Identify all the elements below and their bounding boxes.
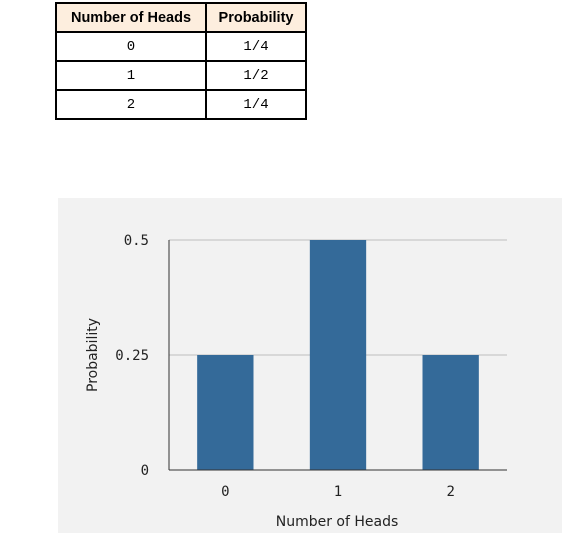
y-tick-labels: 0 0.25 0.5 (115, 233, 149, 479)
table-row: 0 1/4 (55, 31, 307, 62)
chart-panel: 0 0.25 0.5 0 1 2 Number of Heads Probability (58, 198, 562, 533)
table-row: 1 1/2 (55, 60, 307, 91)
x-tick-labels: 0 1 2 (221, 484, 455, 500)
y-tick-label: 0.25 (115, 348, 149, 364)
header-number-of-heads: Number of Heads (55, 2, 207, 33)
table-cell-probability: 1/4 (205, 31, 307, 62)
bar (422, 355, 479, 470)
bar (309, 240, 367, 470)
y-tick-label: 0 (141, 463, 149, 479)
bar-chart: 0 0.25 0.5 0 1 2 Number of Heads Probability (85, 233, 507, 530)
x-tick-label: 1 (334, 484, 342, 500)
table-cell-heads: 1 (55, 60, 207, 91)
table-cell-heads: 0 (55, 31, 207, 62)
bar-layer (197, 240, 479, 470)
bar (197, 355, 254, 470)
y-axis-title: Probability (85, 318, 101, 392)
y-tick-label: 0.5 (124, 233, 149, 249)
header-probability: Probability (205, 2, 307, 33)
x-tick-label: 0 (221, 484, 229, 500)
x-axis-title: Number of Heads (276, 514, 399, 530)
table-cell-probability: 1/4 (205, 89, 307, 120)
table-cell-heads: 2 (55, 89, 207, 120)
table-header-row: Number of Heads Probability (55, 2, 307, 33)
axis-layer (168, 240, 507, 471)
table-cell-probability: 1/2 (205, 60, 307, 91)
table-row: 2 1/4 (55, 89, 307, 120)
x-tick-label: 2 (446, 484, 454, 500)
probability-table: Number of Heads Probability 0 1/4 1 1/2 … (55, 2, 307, 120)
